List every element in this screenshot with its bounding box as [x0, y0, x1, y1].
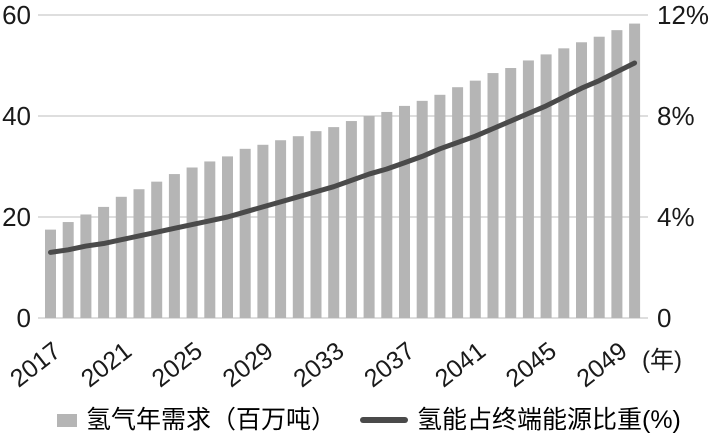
bar	[416, 100, 428, 318]
bar	[345, 121, 357, 318]
x-axis-tick-label: 2033	[288, 337, 349, 393]
line-swatch-icon	[360, 417, 408, 423]
left-axis-tick-label: 20	[2, 202, 31, 232]
bar	[328, 127, 340, 318]
left-axis-tick-label: 60	[2, 0, 31, 30]
x-axis-tick-label: 2037	[359, 337, 420, 393]
legend-item-bar-series: 氢气年需求（百万吨）	[57, 403, 336, 437]
bar	[363, 116, 375, 318]
bar	[292, 136, 304, 318]
bar	[522, 60, 534, 318]
x-axis-tick-label: 2049	[572, 337, 633, 393]
bar	[133, 189, 145, 318]
legend-label-bar-series: 氢气年需求（百万吨）	[86, 405, 337, 434]
line-series	[48, 60, 638, 255]
bar	[381, 111, 393, 319]
bar	[115, 196, 127, 318]
bar	[257, 144, 269, 318]
bar	[434, 94, 446, 318]
bar	[62, 222, 74, 318]
bar	[186, 167, 198, 318]
bar	[204, 161, 216, 318]
bar	[275, 140, 287, 318]
bar	[505, 68, 517, 319]
x-axis-tick-label: 2045	[501, 337, 562, 393]
bar	[452, 87, 464, 318]
bar	[98, 206, 110, 318]
x-axis-tick-label: 2021	[76, 337, 137, 393]
legend-label-line-series: 氢能占终端能源比重(%)	[417, 405, 681, 434]
bar	[310, 131, 322, 318]
bar	[399, 105, 410, 319]
x-axis-tick-label: 2025	[147, 337, 208, 393]
bar	[593, 36, 605, 319]
bar-swatch-icon	[57, 413, 77, 427]
bar	[576, 42, 587, 319]
bar	[558, 48, 570, 318]
right-axis-tick-label: 0	[657, 303, 671, 333]
right-axis-tick-label: 8%	[657, 101, 695, 131]
x-axis-unit-label: (年)	[642, 347, 682, 374]
bar	[168, 174, 180, 318]
right-axis-tick-label: 12%	[657, 0, 709, 30]
bar	[540, 54, 552, 318]
bar	[151, 181, 163, 318]
left-axis-tick-label: 0	[17, 303, 31, 333]
bar	[629, 23, 641, 319]
bar	[222, 156, 233, 318]
legend: 氢气年需求（百万吨） 氢能占终端能源比重(%)	[0, 403, 710, 440]
legend-item-line-series: 氢能占终端能源比重(%)	[360, 403, 681, 437]
bar	[611, 30, 623, 319]
bar	[80, 214, 92, 318]
x-axis-tick-label: 2041	[430, 337, 491, 393]
x-axis-tick-label: 2029	[218, 337, 279, 393]
bar	[45, 229, 56, 318]
bar	[487, 73, 499, 318]
bar	[469, 80, 481, 319]
right-axis-tick-label: 4%	[657, 202, 695, 232]
left-axis-tick-label: 40	[2, 101, 31, 131]
bar	[239, 148, 251, 318]
x-axis-tick-label: 2017	[5, 337, 66, 393]
